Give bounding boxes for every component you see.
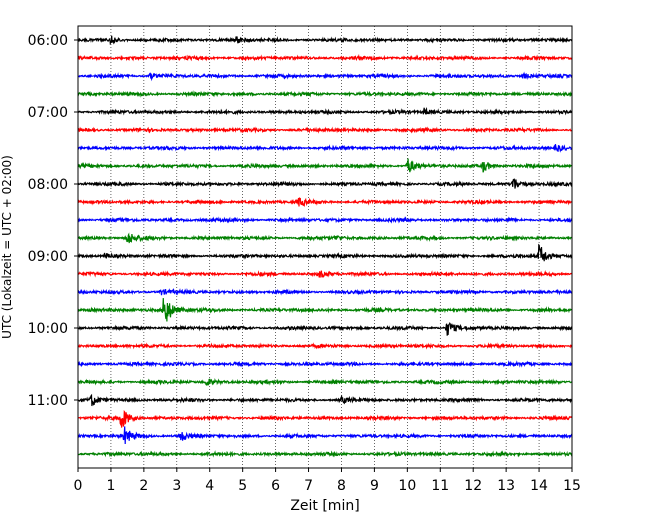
y-tick-label: 08:00 <box>28 177 68 193</box>
seismogram-traces <box>77 35 573 458</box>
y-tick-label: 07:00 <box>28 105 68 121</box>
seismogram-trace <box>77 158 573 173</box>
seismogram-trace <box>77 377 573 387</box>
seismogram-trace <box>77 342 573 350</box>
x-tick-label: 10 <box>398 478 416 494</box>
seismogram-trace <box>77 243 573 262</box>
x-axis-label: Zeit [min] <box>290 498 359 514</box>
seismogram-trace <box>77 393 573 407</box>
x-tick-label: 15 <box>563 478 581 494</box>
x-tick-label: 14 <box>530 478 548 494</box>
seismogram-trace <box>77 144 573 153</box>
x-tick-label: 13 <box>497 478 515 494</box>
x-tick-label: 4 <box>205 478 214 494</box>
x-axis-ticks: 0 1 2 3 4 5 6 7 8 9 10 11 12 13 14 15 <box>74 468 581 494</box>
seismogram-trace <box>77 53 573 62</box>
x-tick-label: 1 <box>106 478 115 494</box>
seismogram-trace <box>77 216 573 224</box>
x-tick-label: 9 <box>370 478 379 494</box>
x-tick-label: 11 <box>431 478 449 494</box>
x-tick-label: 12 <box>464 478 482 494</box>
seismogram-trace <box>77 410 573 428</box>
seismogram-trace <box>77 197 573 208</box>
x-tick-label: 5 <box>238 478 247 494</box>
x-tick-label: 6 <box>271 478 280 494</box>
x-tick-label: 0 <box>74 478 83 494</box>
seismogram-trace <box>77 177 573 189</box>
x-tick-label: 8 <box>337 478 346 494</box>
seismogram-trace <box>77 90 573 98</box>
seismogram-trace <box>77 71 573 82</box>
seismogram-trace <box>77 322 573 336</box>
seismogram-trace <box>77 270 573 278</box>
y-axis-ticks: 06:00 07:00 08:00 09:00 10:00 11:00 <box>28 33 78 409</box>
x-tick-label: 3 <box>172 478 181 494</box>
seismogram-trace <box>77 426 573 444</box>
x-tick-label: 7 <box>304 478 313 494</box>
y-tick-label: 10:00 <box>28 321 68 337</box>
seismogram-trace <box>77 298 573 322</box>
seismogram-trace <box>77 35 573 46</box>
seismogram-trace <box>77 126 573 134</box>
seismogram-trace <box>77 232 573 244</box>
seismogram-trace <box>77 287 573 296</box>
y-tick-label: 09:00 <box>28 249 68 265</box>
seismogram-trace <box>77 106 573 116</box>
seismogram-trace <box>77 360 573 368</box>
y-tick-label: 06:00 <box>28 33 68 49</box>
seismogram-trace <box>77 450 573 458</box>
plot-frame <box>77 25 573 469</box>
y-tick-label: 11:00 <box>28 393 68 409</box>
y-axis-label: UTC (Lokalzeit = UTC + 02:00) <box>0 155 14 339</box>
x-tick-label: 2 <box>139 478 148 494</box>
